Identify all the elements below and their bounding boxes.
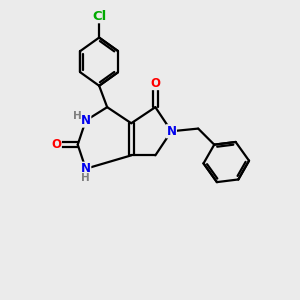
Text: N: N — [167, 125, 176, 138]
Text: O: O — [150, 76, 161, 90]
Text: N: N — [81, 114, 91, 127]
Text: N: N — [81, 162, 91, 175]
Text: H: H — [81, 173, 90, 183]
Text: O: O — [51, 138, 61, 151]
Text: Cl: Cl — [92, 10, 106, 23]
Text: H: H — [73, 111, 82, 121]
